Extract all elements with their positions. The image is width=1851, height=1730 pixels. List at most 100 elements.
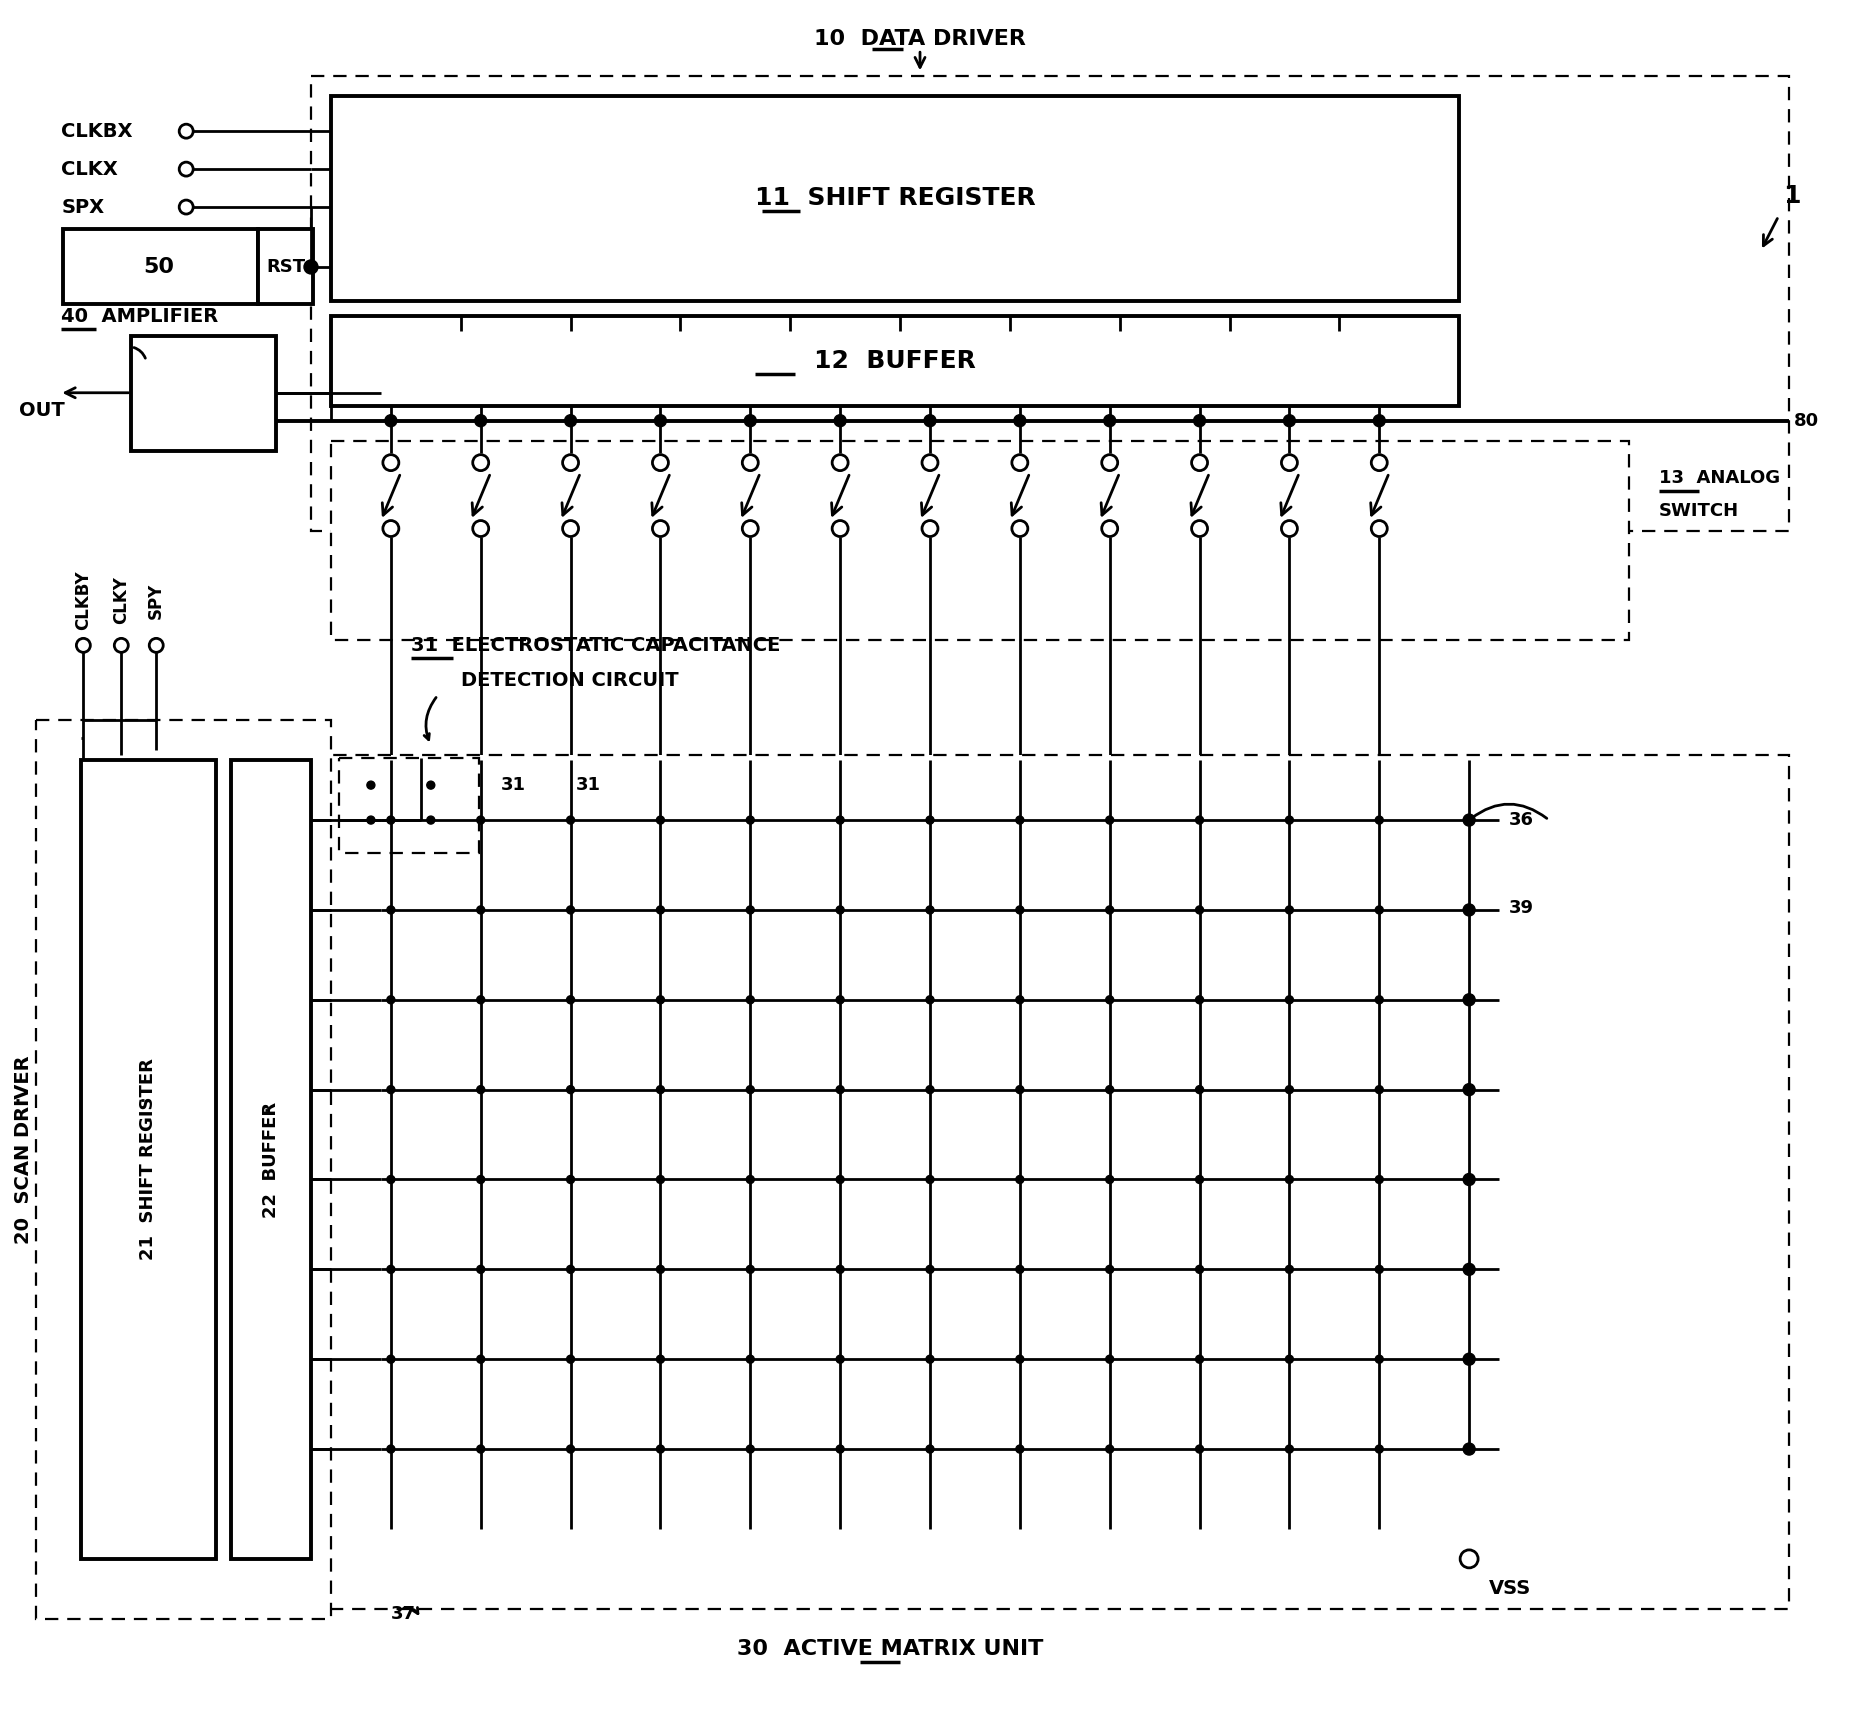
Text: 31: 31 xyxy=(500,777,526,794)
Circle shape xyxy=(1375,1445,1383,1453)
Circle shape xyxy=(1016,1355,1024,1363)
Circle shape xyxy=(922,455,938,471)
Circle shape xyxy=(1462,1443,1475,1455)
Circle shape xyxy=(1285,1445,1294,1453)
Circle shape xyxy=(1192,521,1207,536)
Circle shape xyxy=(1014,415,1025,427)
Circle shape xyxy=(478,1086,485,1093)
Text: CLKBX: CLKBX xyxy=(61,121,133,140)
Circle shape xyxy=(1281,455,1298,471)
Circle shape xyxy=(1462,1173,1475,1185)
Circle shape xyxy=(1194,415,1205,427)
Circle shape xyxy=(1285,1265,1294,1273)
Circle shape xyxy=(837,1445,844,1453)
Circle shape xyxy=(1285,817,1294,823)
Bar xyxy=(37,720,331,1619)
Circle shape xyxy=(1016,907,1024,913)
Circle shape xyxy=(926,817,935,823)
Circle shape xyxy=(746,1265,753,1273)
Circle shape xyxy=(1016,817,1024,823)
Circle shape xyxy=(474,415,487,427)
Circle shape xyxy=(566,1265,574,1273)
Text: 22  BUFFER: 22 BUFFER xyxy=(263,1102,280,1218)
Bar xyxy=(131,336,276,452)
Circle shape xyxy=(566,996,574,1003)
Circle shape xyxy=(478,907,485,913)
Bar xyxy=(311,76,1788,531)
Text: 20  SCAN DRIVER: 20 SCAN DRIVER xyxy=(15,1055,33,1244)
Circle shape xyxy=(1105,1355,1114,1363)
Text: 80: 80 xyxy=(1794,412,1820,429)
Circle shape xyxy=(428,817,435,823)
Circle shape xyxy=(1375,907,1383,913)
Circle shape xyxy=(1462,1083,1475,1095)
Circle shape xyxy=(1016,1175,1024,1183)
Circle shape xyxy=(746,1086,753,1093)
Circle shape xyxy=(835,415,846,427)
Circle shape xyxy=(478,1445,485,1453)
Circle shape xyxy=(924,415,937,427)
Circle shape xyxy=(383,521,398,536)
Circle shape xyxy=(1196,1265,1203,1273)
Circle shape xyxy=(926,907,935,913)
Circle shape xyxy=(180,163,193,176)
Circle shape xyxy=(837,1086,844,1093)
Circle shape xyxy=(746,1355,753,1363)
Circle shape xyxy=(746,1445,753,1453)
Circle shape xyxy=(1196,1355,1203,1363)
Circle shape xyxy=(1373,415,1385,427)
Circle shape xyxy=(746,907,753,913)
Circle shape xyxy=(383,455,398,471)
Circle shape xyxy=(1105,996,1114,1003)
Bar xyxy=(331,441,1629,640)
Circle shape xyxy=(387,1355,394,1363)
Circle shape xyxy=(1101,455,1118,471)
Circle shape xyxy=(1012,455,1027,471)
Circle shape xyxy=(180,201,193,215)
Circle shape xyxy=(926,1265,935,1273)
Circle shape xyxy=(837,1265,844,1273)
Circle shape xyxy=(1196,1175,1203,1183)
Circle shape xyxy=(1462,1353,1475,1365)
Circle shape xyxy=(566,1086,574,1093)
Text: SPX: SPX xyxy=(61,197,104,216)
Circle shape xyxy=(1016,996,1024,1003)
Circle shape xyxy=(657,1445,665,1453)
Bar xyxy=(331,97,1459,301)
Text: CLKBY: CLKBY xyxy=(74,571,93,630)
Text: 31  ELECTROSTATIC CAPACITANCE: 31 ELECTROSTATIC CAPACITANCE xyxy=(411,637,781,656)
Circle shape xyxy=(1375,1355,1383,1363)
Text: RST: RST xyxy=(267,258,305,277)
Circle shape xyxy=(387,907,394,913)
Circle shape xyxy=(1462,905,1475,915)
Circle shape xyxy=(385,415,396,427)
Circle shape xyxy=(1375,817,1383,823)
Text: DETECTION CIRCUIT: DETECTION CIRCUIT xyxy=(461,671,677,690)
Circle shape xyxy=(1375,1086,1383,1093)
Circle shape xyxy=(657,1175,665,1183)
Circle shape xyxy=(1196,996,1203,1003)
Text: OUT: OUT xyxy=(20,401,65,420)
Circle shape xyxy=(1285,996,1294,1003)
Circle shape xyxy=(387,1175,394,1183)
Text: SPY: SPY xyxy=(148,583,165,619)
Circle shape xyxy=(428,782,435,789)
Text: CLKX: CLKX xyxy=(61,159,118,178)
Text: 50: 50 xyxy=(144,258,174,277)
Bar xyxy=(63,228,257,304)
Circle shape xyxy=(657,1086,665,1093)
Circle shape xyxy=(1196,907,1203,913)
Circle shape xyxy=(566,1445,574,1453)
Circle shape xyxy=(76,638,91,652)
Circle shape xyxy=(566,907,574,913)
Circle shape xyxy=(1460,1550,1479,1567)
Circle shape xyxy=(563,455,579,471)
Bar xyxy=(81,759,217,1559)
Bar xyxy=(331,317,1459,407)
Circle shape xyxy=(1281,521,1298,536)
Circle shape xyxy=(657,907,665,913)
Circle shape xyxy=(1375,996,1383,1003)
Circle shape xyxy=(366,817,376,823)
Circle shape xyxy=(115,638,128,652)
Circle shape xyxy=(833,521,848,536)
